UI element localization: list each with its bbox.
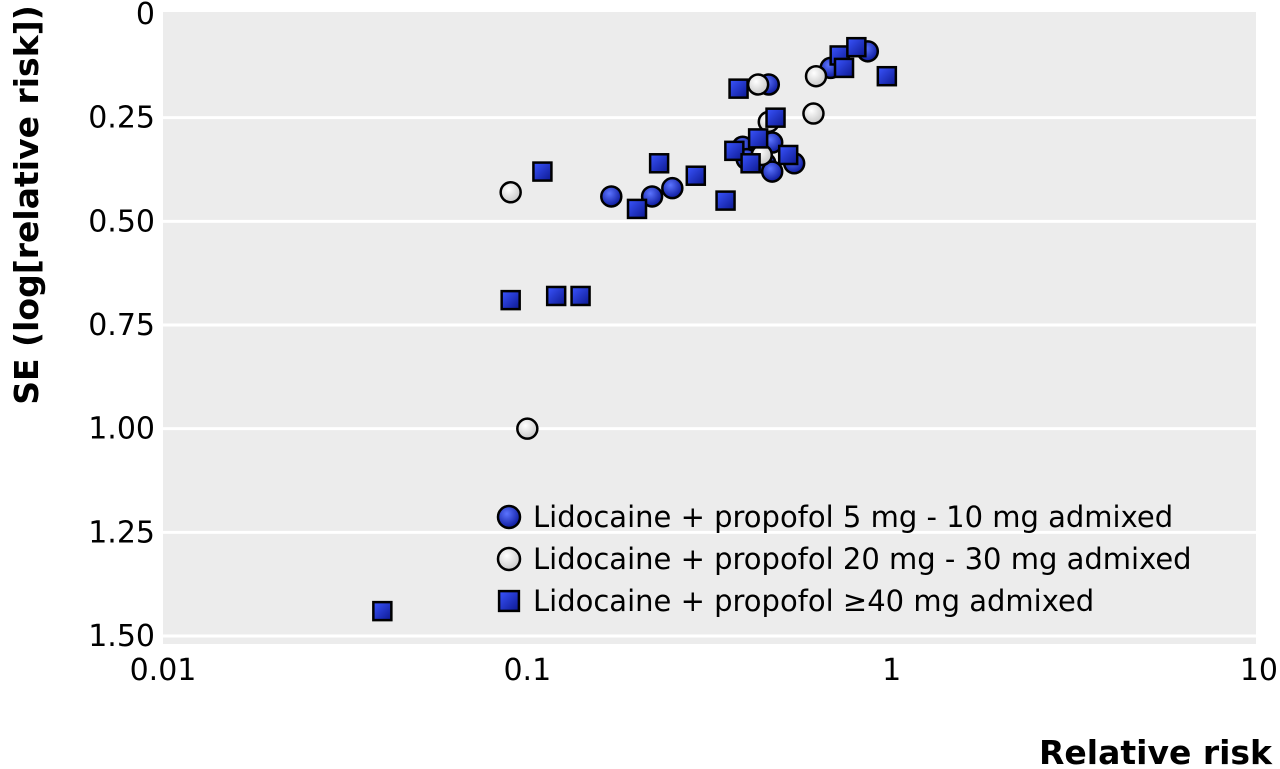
y-axis-title: SE (log[relative risk]) — [7, 5, 46, 405]
data-point-series-1 — [600, 185, 623, 208]
y-tick-label: 1.25 — [88, 515, 155, 550]
data-point-series-2 — [804, 64, 828, 88]
x-tick-label: 10 — [1240, 653, 1278, 688]
y-tick-label: 0 — [136, 0, 155, 32]
x-tick-label: 0.01 — [130, 653, 197, 688]
data-point-series-3 — [765, 107, 786, 128]
legend-marker — [496, 504, 522, 530]
data-point-series-1 — [760, 160, 784, 183]
data-point-series-3 — [777, 144, 799, 166]
y-axis-ticks: 0 0.25 0.50 0.75 1.00 1.25 1.50 — [88, 0, 155, 654]
legend-label: Lidocaine + propofol 20 mg - 30 mg admix… — [533, 542, 1192, 576]
data-point-series-3 — [372, 600, 393, 622]
data-point-series-3 — [724, 140, 745, 162]
legend-marker — [496, 546, 522, 572]
x-axis-ticks: 0.01 0.1 1 10 — [130, 653, 1278, 688]
data-point-series-3 — [846, 36, 867, 58]
data-point-series-3 — [626, 198, 648, 220]
data-point-series-3 — [685, 165, 707, 186]
legend-marker — [497, 589, 521, 613]
data-point-series-2 — [516, 417, 539, 440]
x-tick-label: 0.1 — [503, 653, 551, 688]
y-tick-label: 1.50 — [88, 619, 155, 654]
data-point-series-3 — [728, 78, 749, 99]
legend-label: Lidocaine + propofol 5 mg - 10 mg admixe… — [533, 500, 1173, 534]
data-point-series-3 — [648, 153, 670, 174]
data-point-series-1 — [661, 176, 684, 200]
data-point-series-3 — [532, 161, 553, 182]
data-point-series-3 — [715, 190, 736, 211]
legend-label: Lidocaine + propofol ≥40 mg admixed — [533, 584, 1094, 618]
data-point-series-3 — [570, 285, 591, 307]
y-tick-label: 0.25 — [88, 101, 155, 136]
data-point-series-3 — [740, 153, 761, 174]
data-point-series-3 — [747, 128, 769, 149]
y-tick-label: 1.00 — [88, 412, 155, 447]
data-point-series-3 — [833, 57, 855, 79]
x-axis-title: Relative risk — [1039, 733, 1273, 769]
gridlines — [163, 116, 1256, 638]
data-point-series-3 — [876, 65, 898, 87]
y-tick-label: 0.75 — [88, 308, 155, 343]
data-point-series-2 — [746, 73, 770, 96]
data-points — [372, 36, 898, 622]
data-point-series-3 — [500, 289, 521, 311]
legend: Lidocaine + propofol 5 mg - 10 mg admixe… — [496, 500, 1192, 618]
data-point-series-3 — [545, 285, 567, 307]
data-point-series-2 — [499, 181, 522, 204]
data-point-series-2 — [802, 102, 825, 125]
x-tick-label: 1 — [882, 653, 901, 688]
y-tick-label: 0.50 — [88, 204, 155, 239]
